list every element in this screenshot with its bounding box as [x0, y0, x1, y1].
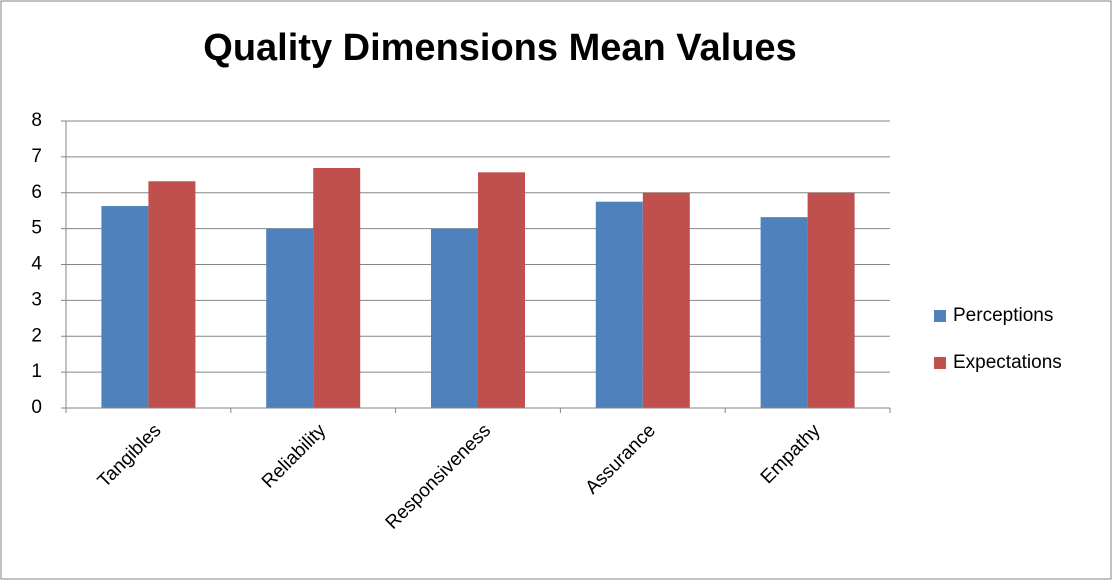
bar [595, 201, 643, 408]
bar [642, 192, 690, 408]
bar [101, 206, 149, 408]
y-tick-label: 5 [31, 218, 42, 239]
legend-label: Expectations [953, 352, 1062, 373]
y-tick-label: 0 [31, 397, 42, 418]
bar [431, 228, 478, 408]
bar [266, 228, 314, 408]
y-tick-label: 1 [31, 361, 42, 382]
chart-title: Quality Dimensions Mean Values [203, 27, 796, 69]
bar [313, 167, 361, 408]
bar [807, 192, 855, 408]
y-tick-label: 4 [31, 254, 42, 275]
bar [148, 181, 196, 408]
bar [760, 217, 808, 408]
legend-swatch [934, 357, 946, 369]
bar [478, 172, 525, 408]
legend-swatch [934, 310, 946, 322]
y-tick-label: 7 [31, 146, 42, 167]
y-tick-label: 8 [31, 110, 42, 131]
y-tick-label: 6 [31, 182, 42, 203]
y-tick-label: 2 [31, 325, 42, 346]
y-tick-label: 3 [31, 289, 42, 310]
legend-label: Perceptions [953, 305, 1053, 326]
